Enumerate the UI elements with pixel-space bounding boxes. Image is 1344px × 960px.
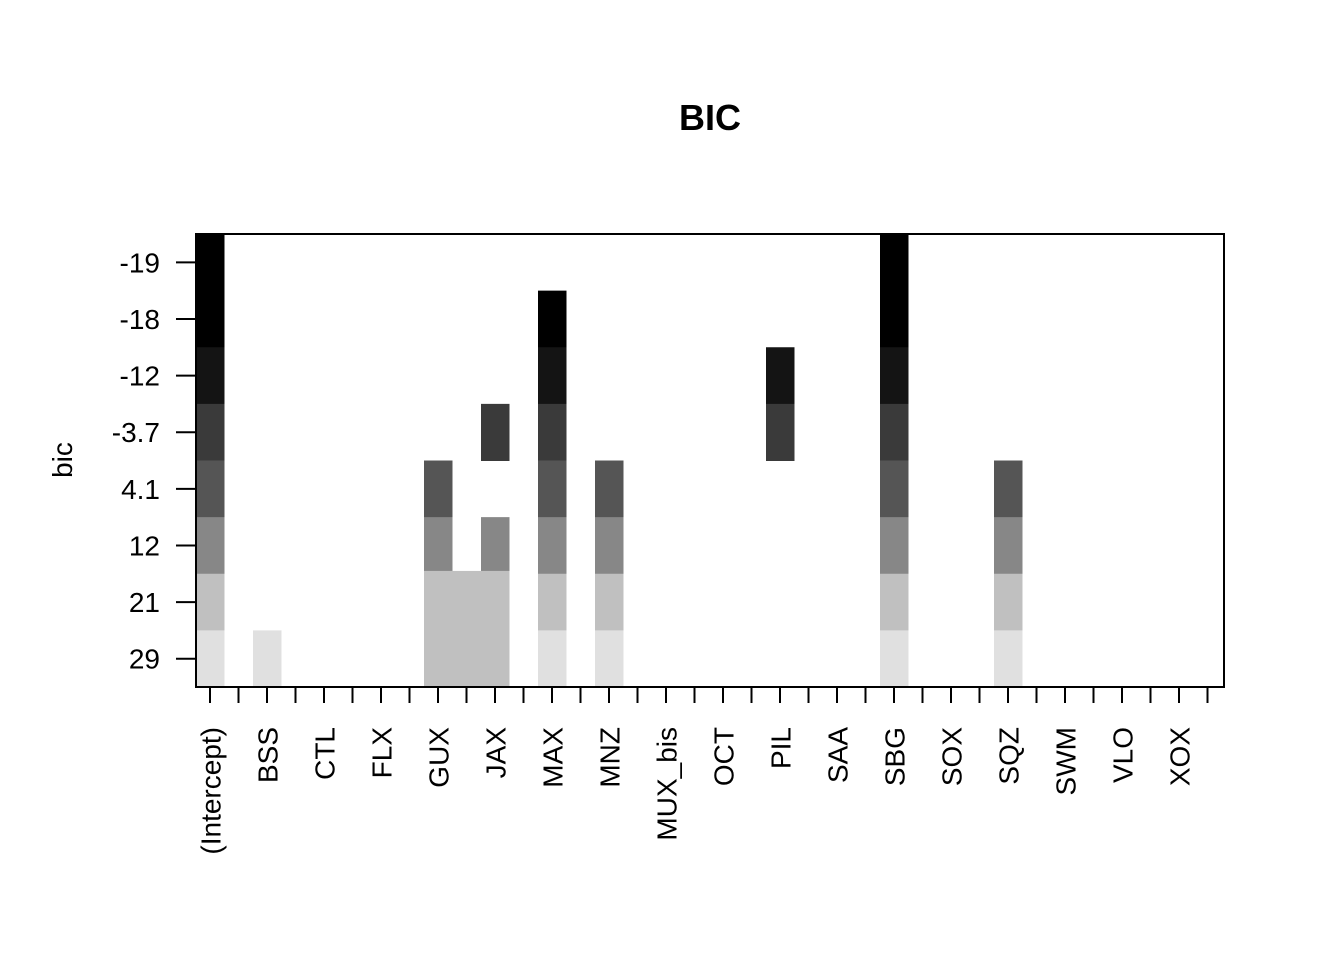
heatmap-cell-sbg-7: [880, 630, 909, 688]
x-tick-label: BSS: [252, 727, 283, 783]
x-tick-label: MUX_bis: [651, 727, 682, 841]
heatmap-cell-sqz-7: [994, 630, 1023, 688]
heatmap-cell-max-5: [538, 517, 567, 575]
x-tick-label: CTL: [309, 727, 340, 780]
x-tick-label: SOX: [936, 727, 967, 786]
y-tick-label: 4.1: [121, 474, 160, 505]
x-tick-label: JAX: [480, 727, 511, 779]
x-tick-label: MAX: [537, 727, 568, 788]
x-tick-label: SWM: [1050, 727, 1081, 795]
heatmap-cell-gux-4: [424, 460, 453, 518]
heatmap-cell-max-6: [538, 573, 567, 631]
x-tick-label: SBG: [879, 727, 910, 786]
heatmap-cell-mnz-7: [595, 630, 624, 688]
x-tick-label: SQZ: [993, 727, 1024, 785]
y-axis-label: bic: [47, 442, 78, 478]
y-tick-label: 12: [129, 530, 160, 561]
heatmap-cell-intercept-4: [196, 460, 225, 518]
heatmap-cell-intercept-7: [196, 630, 225, 688]
y-tick-label: -12: [120, 361, 160, 392]
heatmap-cell-jax-5: [481, 517, 510, 575]
heatmap-cell-gux-5: [424, 517, 453, 575]
heatmap-cell-max-4: [538, 460, 567, 518]
heatmap-fill-band-0: [424, 570, 510, 687]
x-tick-label: XOX: [1164, 727, 1195, 786]
x-axis: (Intercept) BSS CTL FLX GUX JAX MAX MNZ MUX_bis O…: [195, 687, 1209, 855]
heatmap-cell-max-3: [538, 403, 567, 461]
y-tick-label: 21: [129, 587, 160, 618]
heatmap-cell-max-1: [538, 290, 567, 348]
heatmap-cell-sbg-2: [880, 347, 909, 405]
heatmap-cell-sbg-6: [880, 573, 909, 631]
heatmap-cell-bss-7: [253, 630, 282, 688]
plot-frame: [195, 233, 1225, 688]
heatmap-cell-sqz-6: [994, 573, 1023, 631]
heatmap-cell-intercept-2: [196, 347, 225, 405]
chart-title: BIC: [679, 97, 741, 138]
y-axis: -19 -18 -12 -3.7 4.1 12 21 29: [112, 247, 196, 675]
heatmap-cell-mnz-5: [595, 517, 624, 575]
heatmap-cell-sbg-5: [880, 517, 909, 575]
x-tick-label: SAA: [822, 727, 853, 783]
heatmap-cell-pil-3: [766, 403, 795, 461]
heatmap-cell-intercept-3: [196, 403, 225, 461]
heatmap-cell-sbg-0: [880, 234, 909, 292]
heatmap-cell-jax-3: [481, 403, 510, 461]
heatmap-cell-sbg-3: [880, 403, 909, 461]
heatmap-cell-intercept-0: [196, 234, 225, 292]
x-tick-label: PIL: [765, 727, 796, 769]
heatmap-cell-intercept-5: [196, 517, 225, 575]
heatmap-cell-max-2: [538, 347, 567, 405]
heatmap-cell-mnz-6: [595, 573, 624, 631]
heatmap-cell-mnz-4: [595, 460, 624, 518]
heatmap-cell-sbg-4: [880, 460, 909, 518]
x-tick-label: (Intercept): [195, 727, 226, 855]
y-tick-label: -18: [120, 304, 160, 335]
heatmap-cell-sbg-1: [880, 290, 909, 348]
heatmap-cell-intercept-1: [196, 290, 225, 348]
heatmap-cells: [196, 234, 1023, 688]
y-tick-label: 29: [129, 644, 160, 675]
heatmap-cell-pil-2: [766, 347, 795, 405]
x-tick-label: MNZ: [594, 727, 625, 788]
heatmap-cell-max-7: [538, 630, 567, 688]
x-tick-label: OCT: [708, 727, 739, 786]
y-tick-label: -19: [120, 247, 160, 278]
x-tick-label: VLO: [1107, 727, 1138, 783]
y-tick-label: -3.7: [112, 417, 160, 448]
heatmap-cell-sqz-4: [994, 460, 1023, 518]
x-tick-label: GUX: [423, 727, 454, 788]
heatmap-cell-intercept-6: [196, 573, 225, 631]
heatmap-cell-sqz-5: [994, 517, 1023, 575]
x-tick-label: FLX: [366, 727, 397, 779]
